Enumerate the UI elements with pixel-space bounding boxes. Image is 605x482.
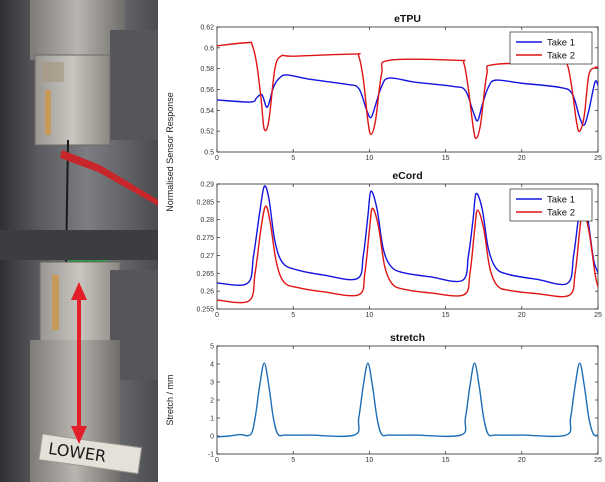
chart-ecord: eCord 0 5 10 15 20 25 0.255 0.26 0.265 0.27 0.275 0.…	[196, 170, 602, 319]
upper-sample-tab	[45, 90, 51, 135]
series-line-series-0	[217, 362, 598, 438]
y-tick-label: 4	[210, 362, 214, 369]
x-tick-label: 0	[215, 312, 219, 319]
x-tick-label: 20	[518, 457, 526, 464]
y-tick-label: 0.26	[200, 289, 214, 296]
y-tick-label: 0.28	[200, 217, 214, 224]
y-tick-label: 5	[210, 344, 214, 351]
x-tick-label: 5	[291, 312, 295, 319]
x-tick-label: 25	[594, 155, 602, 162]
x-tick-label: 20	[518, 155, 526, 162]
series-line-take-1	[217, 185, 598, 286]
x-tick-label: 10	[366, 457, 374, 464]
chart-etpu: eTPU 0 5 10 15 20 25 0.5 0.52 0.54 0.56 0.58 0.6 0.62…	[200, 13, 602, 162]
y-tick-label: 0.58	[200, 66, 214, 73]
x-tick-label: 15	[442, 457, 450, 464]
y-tick-label: 0.29	[200, 182, 214, 189]
upper-grip-texture	[42, 62, 64, 82]
series-line-take-2	[217, 205, 598, 304]
y-tick-label: 2	[210, 398, 214, 405]
x-tick-label: 25	[594, 457, 602, 464]
upper-side-block	[110, 30, 158, 140]
y-tick-label: 0	[210, 434, 214, 441]
x-tick-label: 0	[215, 155, 219, 162]
x-tick-label: 10	[366, 155, 374, 162]
y-tick-label: 0.27	[200, 253, 214, 260]
x-tick-label: 20	[518, 312, 526, 319]
x-tick-label: 25	[594, 312, 602, 319]
lower-base-shadow	[0, 230, 158, 260]
lower-plate: LOWER	[38, 433, 143, 475]
chart-title: eCord	[392, 170, 422, 182]
y-tick-label: -1	[208, 452, 214, 459]
legend-label-take-1: Take 1	[547, 38, 575, 49]
shared-ylabel: Normalised Sensor Response	[165, 92, 175, 212]
y-tick-label: 0.54	[200, 108, 214, 115]
y-tick-label: 0.255	[196, 307, 214, 314]
x-tick-label: 0	[215, 457, 219, 464]
y-tick-label: 0.62	[200, 25, 214, 32]
y-axis-label: Stretch / mm	[165, 374, 175, 425]
x-tick-label: 5	[291, 457, 295, 464]
stretch-arrow-icon	[71, 282, 87, 444]
legend-box	[509, 31, 593, 65]
lower-sample-tab	[52, 275, 59, 330]
y-tick-label: 1	[210, 416, 214, 423]
legend-label-take-1: Take 1	[547, 195, 575, 206]
series-line-take-1	[217, 74, 598, 126]
y-tick-label: 0.5	[204, 150, 214, 157]
y-tick-label: 0.265	[196, 271, 214, 278]
legend-label-take-2: Take 2	[547, 208, 575, 219]
legend-box	[509, 188, 593, 222]
y-tick-label: 3	[210, 380, 214, 387]
test-rig-photo: LOWER	[0, 0, 158, 482]
y-tick-label: 0.56	[200, 87, 214, 94]
red-clip	[60, 150, 158, 206]
y-tick-label: 0.275	[196, 235, 214, 242]
test-rig-illustration: LOWER	[0, 0, 158, 482]
series-line-take-2	[217, 41, 598, 140]
upper-crosshead	[30, 0, 125, 60]
y-tick-label: 0.6	[204, 45, 214, 52]
plot-area	[216, 345, 599, 455]
x-tick-label: 5	[291, 155, 295, 162]
x-tick-label: 10	[366, 312, 374, 319]
y-tick-label: 0.52	[200, 129, 214, 136]
chart-title: stretch	[390, 332, 425, 344]
y-tick-label: 0.285	[196, 199, 214, 206]
legend-label-take-2: Take 2	[547, 51, 575, 62]
x-tick-label: 15	[442, 155, 450, 162]
chart-title: eTPU	[394, 13, 421, 25]
x-tick-label: 15	[442, 312, 450, 319]
